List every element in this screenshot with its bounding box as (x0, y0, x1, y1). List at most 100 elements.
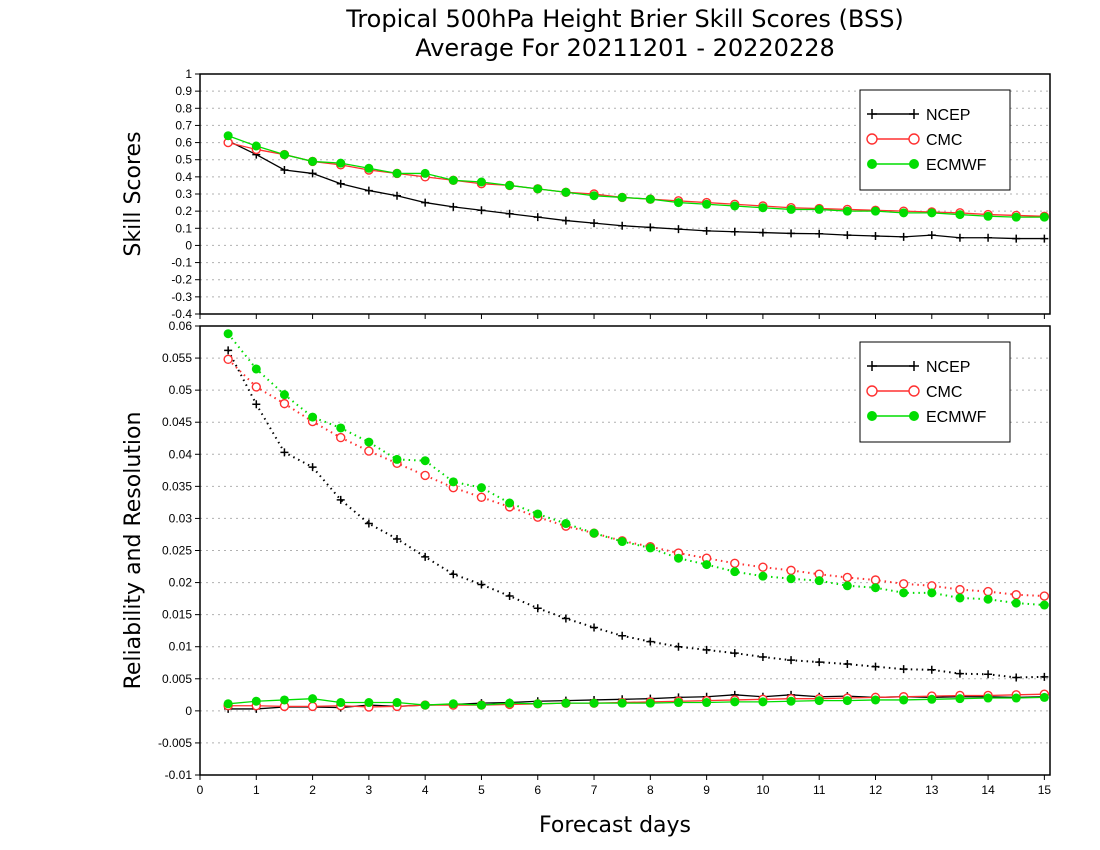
data-point (645, 543, 655, 553)
data-point (505, 698, 515, 708)
data-point (730, 558, 740, 569)
data-point (814, 576, 824, 586)
y-tick-label: -0.005 (158, 736, 192, 750)
data-point (251, 364, 261, 374)
data-point (842, 581, 852, 591)
y-tick-label: 0.8 (175, 101, 192, 115)
data-point (223, 354, 233, 365)
data-point (308, 169, 317, 178)
x-tick-label: 4 (422, 783, 429, 797)
data-point (786, 696, 796, 706)
legend-marker (909, 109, 919, 119)
data-point (814, 696, 824, 706)
x-tick-label: 14 (981, 783, 995, 797)
y-tick-label: 0 (185, 704, 192, 718)
data-point (561, 698, 571, 708)
data-point (870, 575, 881, 585)
data-point (280, 448, 289, 457)
data-point (758, 571, 768, 581)
y-tick-label: -0.4 (171, 307, 192, 321)
data-point (646, 223, 655, 232)
y-tick-label: 0.035 (162, 479, 192, 493)
legend-marker (908, 385, 920, 397)
data-point (476, 483, 486, 493)
data-point (364, 163, 374, 173)
data-point (955, 669, 964, 678)
y-tick-label: 0.025 (162, 544, 192, 558)
data-point (702, 645, 711, 654)
data-point (420, 470, 430, 481)
data-point (393, 534, 402, 543)
data-point (251, 141, 261, 151)
data-point (870, 583, 880, 593)
y-tick-label: 0.9 (175, 84, 192, 98)
y-tick-label: 0.3 (175, 187, 192, 201)
data-point (1039, 600, 1049, 610)
data-point (673, 198, 683, 208)
data-point (336, 698, 346, 708)
plot-panels: -0.4 -0.3 -0.2 -0.1 0 0.1 0.2 0.3 0.4 0.5 0.6 0.7 0.… (121, 67, 1051, 838)
data-point (533, 184, 543, 194)
data-point (448, 477, 458, 487)
data-point (899, 232, 908, 241)
x-tick-label: 3 (366, 783, 373, 797)
data-point (899, 208, 909, 218)
x-tick-label: 10 (756, 783, 770, 797)
y-tick-label: 0.055 (162, 351, 192, 365)
data-point (815, 229, 824, 238)
series-line (227, 135, 1045, 218)
data-point (955, 210, 965, 220)
data-point (1011, 590, 1021, 600)
data-point (589, 528, 599, 538)
data-point (843, 660, 852, 669)
legend-box (859, 89, 1011, 191)
data-point (927, 665, 936, 674)
data-point (449, 570, 458, 579)
data-point (336, 495, 345, 504)
data-point (364, 437, 374, 447)
data-point (476, 700, 486, 710)
data-point (787, 656, 796, 665)
data-point (449, 202, 458, 211)
legend-marker (866, 385, 878, 397)
data-point (927, 208, 937, 218)
plot-frame (199, 73, 1051, 315)
y-tick-label: 0.6 (175, 136, 192, 150)
series-cmc (223, 689, 1050, 712)
data-point (251, 382, 261, 392)
x-tick-label: 6 (534, 783, 541, 797)
data-point (279, 390, 289, 400)
data-point (1011, 598, 1021, 608)
legend-marker (908, 133, 920, 145)
data-point (674, 642, 683, 651)
y-tick-label: 1 (185, 67, 192, 81)
data-point (1040, 234, 1049, 243)
data-point (280, 166, 289, 174)
data-point (730, 697, 740, 707)
data-point (617, 537, 627, 547)
data-point (927, 588, 937, 598)
data-point (617, 192, 627, 202)
data-point (955, 584, 965, 595)
data-point (702, 226, 711, 235)
series-line (228, 693, 1045, 708)
data-point (730, 201, 740, 211)
y-tick-label: 0.2 (175, 204, 192, 218)
y-tick-label: 0.5 (175, 153, 192, 167)
data-point (871, 662, 880, 671)
data-point (251, 696, 261, 706)
data-point (898, 579, 909, 589)
data-point (505, 180, 515, 190)
data-point (477, 580, 486, 589)
data-point (645, 194, 655, 204)
data-point (702, 199, 712, 209)
data-point (814, 204, 824, 214)
data-point (364, 698, 374, 708)
data-point (1011, 212, 1021, 222)
legend: NCEP CMC ECMWF (859, 89, 1011, 191)
legend-marker (866, 133, 878, 145)
legend-marker (867, 109, 877, 119)
data-point (1040, 672, 1049, 681)
data-point (308, 694, 318, 704)
data-point (421, 552, 430, 561)
